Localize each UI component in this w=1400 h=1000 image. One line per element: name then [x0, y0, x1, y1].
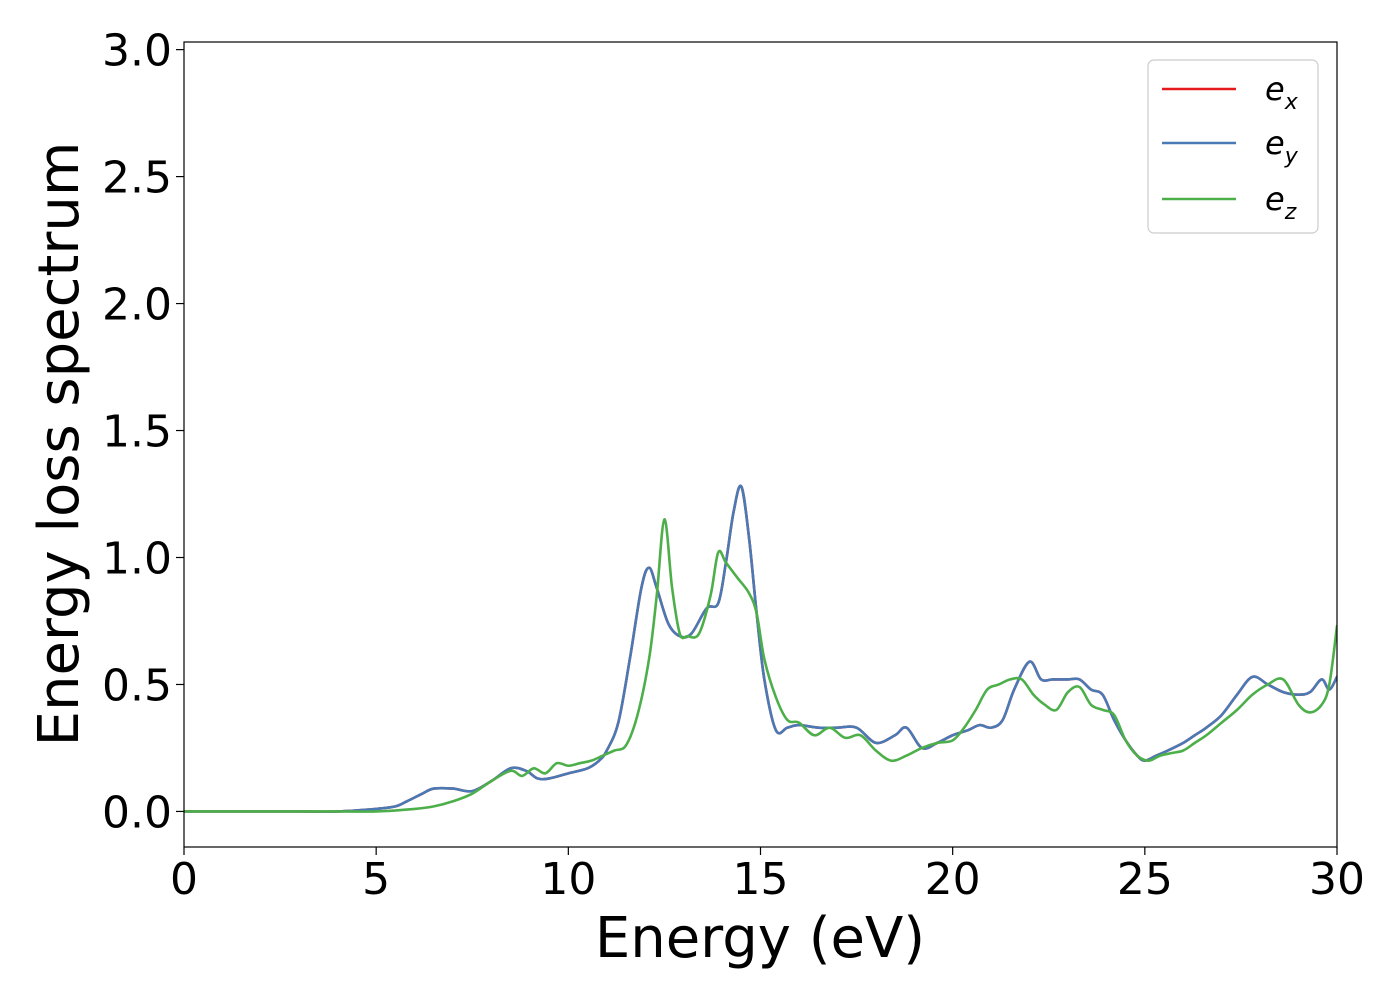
- y-tick-label: 1.5: [102, 407, 172, 458]
- y-tick-label: 2.5: [102, 153, 172, 204]
- x-tick-label: 0: [170, 854, 198, 905]
- y-tick-label: 2.0: [102, 280, 172, 331]
- x-tick-label: 20: [925, 854, 981, 905]
- legend-label-base: e: [1265, 124, 1285, 162]
- legend-label-base: e: [1265, 180, 1285, 218]
- x-tick-label: 10: [540, 854, 596, 905]
- legend-label-subscript: y: [1284, 144, 1299, 169]
- x-tick-label: 25: [1117, 854, 1173, 905]
- legend-label-x: ex: [1265, 70, 1299, 115]
- legend-label-subscript: z: [1284, 200, 1297, 225]
- x-axis: 0 5 10 15 20 25 30: [170, 847, 1365, 905]
- y-tick-label: 1.0: [102, 534, 172, 585]
- x-tick-label: 5: [362, 854, 390, 905]
- y-tick-label: 0.5: [102, 660, 172, 711]
- legend-label-subscript: x: [1284, 90, 1299, 115]
- y-tick-label: 3.0: [102, 26, 172, 77]
- y-tick-label: 0.0: [102, 787, 172, 838]
- y-axis: 0.0 0.5 1.0 1.5 2.0 2.5 3.0: [102, 26, 184, 838]
- x-tick-label: 30: [1309, 854, 1365, 905]
- legend-box: [1147, 59, 1319, 234]
- series-line-z: [184, 518, 1337, 813]
- legend-label-z: ez: [1265, 180, 1297, 225]
- y-axis-label: Energy loss spectrum: [27, 142, 92, 747]
- x-axis-label: Energy (eV): [595, 906, 925, 971]
- x-tick-label: 15: [733, 854, 789, 905]
- legend-label-base: e: [1265, 70, 1285, 108]
- legend-label-y: ey: [1265, 124, 1299, 169]
- plot-lines: [184, 484, 1337, 813]
